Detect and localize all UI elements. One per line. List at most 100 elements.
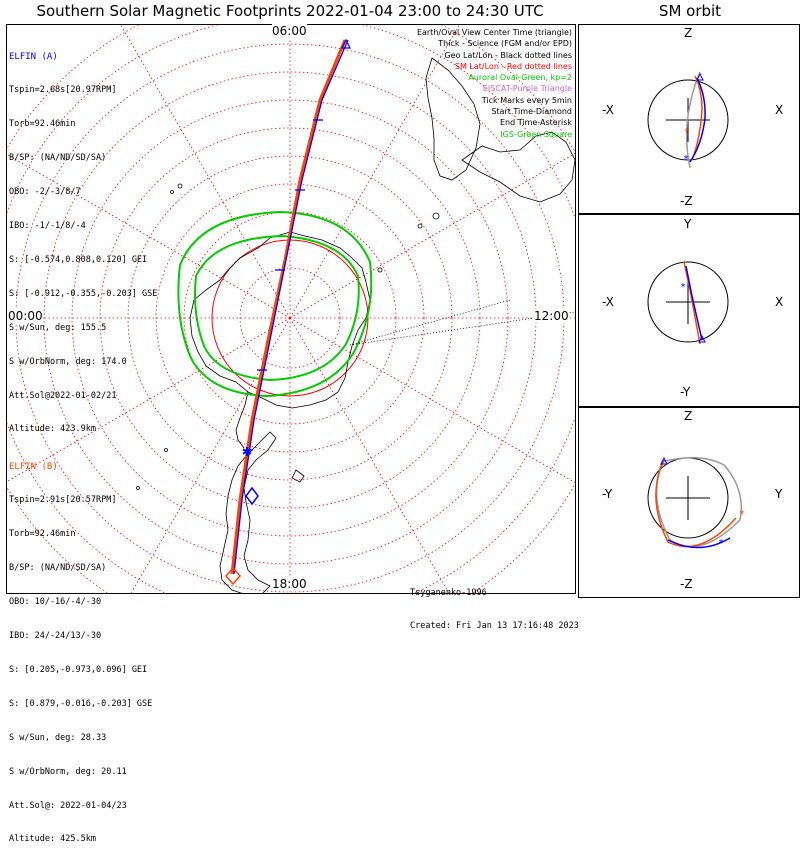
start-time-diamond bbox=[245, 486, 259, 506]
legend-item: SM Lat/Lon - Red dotted lines bbox=[454, 61, 572, 71]
legend-item: IGS-Green Square bbox=[500, 129, 572, 139]
start-time-diamond bbox=[225, 566, 241, 586]
sm-lat-circle bbox=[99, 127, 481, 509]
australia-coast bbox=[461, 131, 575, 203]
elfin-a-line: IBO: -1/-1/8/-4 bbox=[9, 221, 86, 232]
end-time-asterisk: ✱ bbox=[242, 441, 252, 460]
orbit-track-a bbox=[667, 537, 731, 549]
sm-lat-circle bbox=[71, 99, 509, 537]
orbit-track-b bbox=[683, 261, 701, 345]
legend-item: Earth/Oval View Center Time (triangle) bbox=[416, 28, 572, 37]
orbit-marker: * bbox=[680, 282, 686, 293]
time-label-left: 00:00 bbox=[8, 309, 43, 323]
page-title: Southern Solar Magnetic Footprints 2022-… bbox=[36, 2, 544, 20]
elfin-b-line: IBO: 24/-24/13/-30 bbox=[9, 631, 102, 642]
elfin-b-line: S w/Sun, deg: 28.33 bbox=[9, 732, 107, 743]
elfin-b-line: Altitude: 425.5km bbox=[9, 834, 96, 845]
orbit-marker: * bbox=[684, 127, 690, 138]
orbit-axis-label-left: -X bbox=[602, 295, 614, 309]
view-center-triangle bbox=[341, 38, 351, 49]
sm-lat-circle bbox=[183, 211, 397, 425]
orbit-axis-label-bottom: -Y bbox=[680, 385, 691, 399]
orbit-track-gray bbox=[655, 456, 742, 548]
geo-meridian bbox=[349, 299, 511, 346]
island bbox=[136, 486, 140, 490]
auroral-oval bbox=[177, 210, 373, 398]
elfin-a-name: ELFIN (A) bbox=[9, 51, 58, 62]
orbit-axis-label-left: -X bbox=[602, 103, 614, 117]
time-label-right: 12:00 bbox=[534, 309, 569, 323]
orbit-marker bbox=[698, 334, 706, 343]
africa-coast bbox=[425, 57, 481, 181]
orbit-plots: * * * * * bbox=[647, 71, 745, 549]
orbit-axis-label-top: Z bbox=[684, 26, 693, 40]
elfin-a-line: Torb=92.46min bbox=[9, 119, 76, 130]
elfin-b-line: Att.Sol@: 2022-01-04/23 bbox=[9, 800, 127, 811]
island bbox=[377, 267, 383, 273]
orbit-plot-xz: * * bbox=[647, 71, 729, 169]
island bbox=[170, 190, 174, 194]
elfin-b-line: S: [0.879,-0.016,-0.203] GSE bbox=[9, 698, 153, 709]
orbit-axis-label-bottom: -Z bbox=[680, 577, 693, 591]
map-legend: Earth/Oval View Center Time (triangle) Th… bbox=[417, 27, 572, 140]
orbit-track-b bbox=[655, 459, 737, 548]
elfin-a-line: S w/OrbNorm, deg: 174.0 bbox=[9, 356, 127, 367]
elfin-a-footprint bbox=[233, 39, 349, 575]
orbit-axis-label-bottom: -Z bbox=[680, 194, 693, 208]
auroral-oval-inner bbox=[194, 234, 360, 382]
time-label-bottom: 18:00 bbox=[272, 577, 307, 591]
elfin-a-line: B/SP: (NA/ND/SD/SA) bbox=[9, 153, 107, 164]
orbit-marker: * bbox=[683, 154, 689, 165]
sm-lat-circle bbox=[155, 183, 425, 453]
elfin-a-line: Att.Sol@2022-01-02/21 bbox=[9, 390, 117, 401]
legend-item: Start Time-Diamond bbox=[491, 107, 572, 117]
footprint-tracks: ✱ bbox=[225, 38, 351, 586]
elfin-b-footprint-thick bbox=[230, 39, 347, 575]
legend-item: EISCAT-Purple Triangle bbox=[482, 84, 572, 94]
elfin-a-line: Tspin=2.68s[20.97RPM] bbox=[9, 85, 117, 96]
orbit-plot-yz: * * bbox=[647, 456, 745, 549]
legend-item: Auroral Oval-Green, kp=2 bbox=[468, 73, 572, 83]
model-name: Tsyganenko-1996 bbox=[410, 588, 487, 598]
orbit-track-b bbox=[691, 75, 703, 161]
orbit-axis-label-right: X bbox=[775, 295, 784, 309]
peninsula-coast bbox=[235, 391, 249, 449]
orbit-axis-label-right: X bbox=[775, 103, 784, 117]
earth-circle bbox=[647, 261, 729, 343]
elfin-b-line: Tspin=2.91s[20.57RPM] bbox=[9, 495, 117, 506]
antarctica-coast bbox=[189, 231, 371, 409]
orbit-marker bbox=[660, 456, 668, 465]
island bbox=[417, 223, 423, 229]
legend-item: Tick Marks every 5min bbox=[481, 95, 572, 105]
orbit-track-a bbox=[685, 265, 703, 341]
orbit-track-a bbox=[689, 77, 706, 163]
orbit-marker bbox=[696, 72, 704, 81]
coastlines bbox=[136, 57, 575, 593]
sm-lat-circle bbox=[127, 155, 453, 481]
island bbox=[432, 212, 440, 220]
elfin-b-name: ELFIN (B) bbox=[9, 461, 58, 472]
island bbox=[177, 183, 183, 189]
orbit-axis-label-right: Y bbox=[775, 487, 783, 501]
orbit-marker: * bbox=[718, 538, 724, 549]
elfin-a-info: ELFIN (A) Tspin=2.68s[20.97RPM] Torb=92.… bbox=[9, 29, 157, 447]
orbit-track-gray bbox=[685, 71, 701, 169]
orbit-marker: * bbox=[739, 509, 745, 520]
island bbox=[164, 448, 168, 452]
south-america-coast bbox=[219, 431, 277, 593]
created-timestamp: Created: Fri Jan 13 17:16:48 2023 bbox=[410, 621, 579, 631]
elfin-a-line: OBO: -2/-3/8/7 bbox=[9, 187, 81, 198]
legend-item: Geo Lat/Lon - Black dotted lines bbox=[444, 50, 572, 60]
island bbox=[291, 469, 305, 483]
auroral-oval-outer bbox=[177, 210, 373, 398]
elfin-a-line: S w/Sun, deg: 155.5 bbox=[9, 322, 107, 333]
orbit-axis-label-top: Y bbox=[684, 217, 692, 231]
orbit-axis-label-left: -Y bbox=[602, 487, 613, 501]
orbit-plot-xy: * bbox=[647, 261, 729, 345]
elfin-b-line: Torb=92.46min bbox=[9, 529, 76, 540]
elfin-b-line: S: [0.205,-0.973,0.096] GEI bbox=[9, 664, 148, 675]
time-label-top: 06:00 bbox=[272, 24, 307, 38]
orbit-title: SM orbit bbox=[658, 2, 722, 20]
elfin-a-line: Altitude: 423.9km bbox=[9, 424, 96, 435]
elfin-a-line: S: [-0.574,0.808,0.120] GEI bbox=[9, 254, 148, 265]
